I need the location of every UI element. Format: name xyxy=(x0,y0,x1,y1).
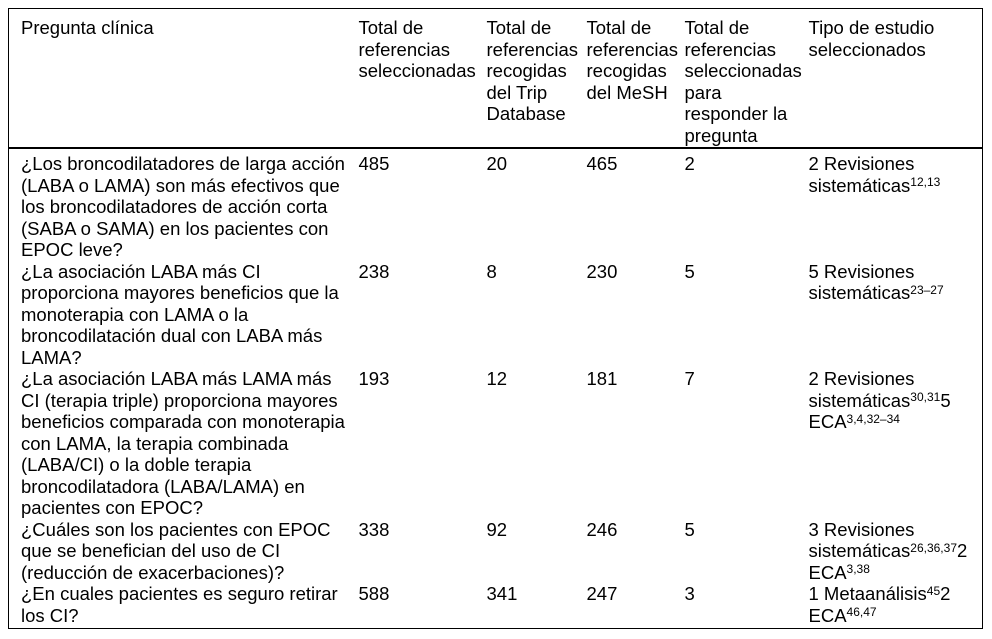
total-selected-cell: 588 xyxy=(358,583,390,604)
trip-database-cell: 92 xyxy=(486,518,508,540)
results-table: Pregunta clínica Total de referencias se… xyxy=(8,8,983,629)
table-row: ¿En cuales pacientes es seguro retirar l… xyxy=(9,583,983,629)
mesh-cell: 465 xyxy=(586,153,618,174)
table-header: Pregunta clínica Total de referencias se… xyxy=(8,8,983,149)
question-cell: ¿La asociación LABA más LAMA más CI (ter… xyxy=(21,368,345,518)
col-header-para-responder: Total de referencias seleccionadas para … xyxy=(684,8,809,149)
total-selected-cell: 193 xyxy=(358,368,390,389)
col-header-pregunta-clinica: Pregunta clínica xyxy=(8,8,359,149)
total-selected-cell: 338 xyxy=(358,518,390,540)
study-type-cell: 2 Revisiones sistemáticas12,13 xyxy=(808,153,941,196)
trip-database-cell: 341 xyxy=(486,583,518,604)
answer-selected-cell: 5 xyxy=(684,260,695,282)
study-type-cell: 2 Revisiones sistemáticas30,315 ECA3,4,3… xyxy=(808,368,951,432)
total-selected-cell: 485 xyxy=(358,153,390,174)
question-cell: ¿Los broncodilatadores de larga acción (… xyxy=(21,153,345,260)
trip-database-cell: 8 xyxy=(486,260,497,282)
trip-database-cell: 20 xyxy=(486,153,508,174)
answer-selected-cell: 3 xyxy=(684,583,695,604)
total-selected-cell: 238 xyxy=(358,260,390,282)
trip-database-cell: 12 xyxy=(486,368,508,389)
mesh-cell: 230 xyxy=(586,260,618,282)
study-type-cell: 5 Revisiones sistemáticas23–27 xyxy=(808,260,944,304)
table-row: ¿Cuáles son los pacientes con EPOC que s… xyxy=(9,519,983,584)
header-row: Pregunta clínica Total de referencias se… xyxy=(8,8,983,149)
study-type-cell: 1 Metaanálisis452 ECA46,47 xyxy=(808,583,951,626)
results-table-container: Pregunta clínica Total de referencias se… xyxy=(8,8,983,629)
question-cell: ¿La asociación LABA más CI proporciona m… xyxy=(21,260,339,368)
col-header-tipo-estudio: Tipo de estudio seleccionados xyxy=(808,8,983,149)
mesh-cell: 246 xyxy=(586,518,618,540)
study-type-cell: 3 Revisiones sistemáticas26,36,372 ECA3,… xyxy=(808,518,968,583)
col-header-total-seleccionadas: Total de referencias seleccionadas xyxy=(358,8,487,149)
mesh-cell: 247 xyxy=(586,583,618,604)
answer-selected-cell: 7 xyxy=(684,368,695,389)
table-body: ¿Los broncodilatadores de larga acción (… xyxy=(9,148,983,629)
col-header-mesh: Total de referencias recogidas del MeSH xyxy=(586,8,685,149)
table-row: ¿La asociación LABA más CI proporciona m… xyxy=(9,261,983,369)
table-row: ¿La asociación LABA más LAMA más CI (ter… xyxy=(9,368,983,519)
question-cell: ¿Cuáles son los pacientes con EPOC que s… xyxy=(21,518,331,583)
question-cell: ¿En cuales pacientes es seguro retirar l… xyxy=(21,583,338,626)
col-header-trip-database: Total de referencias recogidas del Trip … xyxy=(486,8,587,149)
answer-selected-cell: 2 xyxy=(684,153,695,174)
table-row: ¿Los broncodilatadores de larga acción (… xyxy=(9,148,983,261)
mesh-cell: 181 xyxy=(586,368,618,389)
answer-selected-cell: 5 xyxy=(684,518,695,540)
